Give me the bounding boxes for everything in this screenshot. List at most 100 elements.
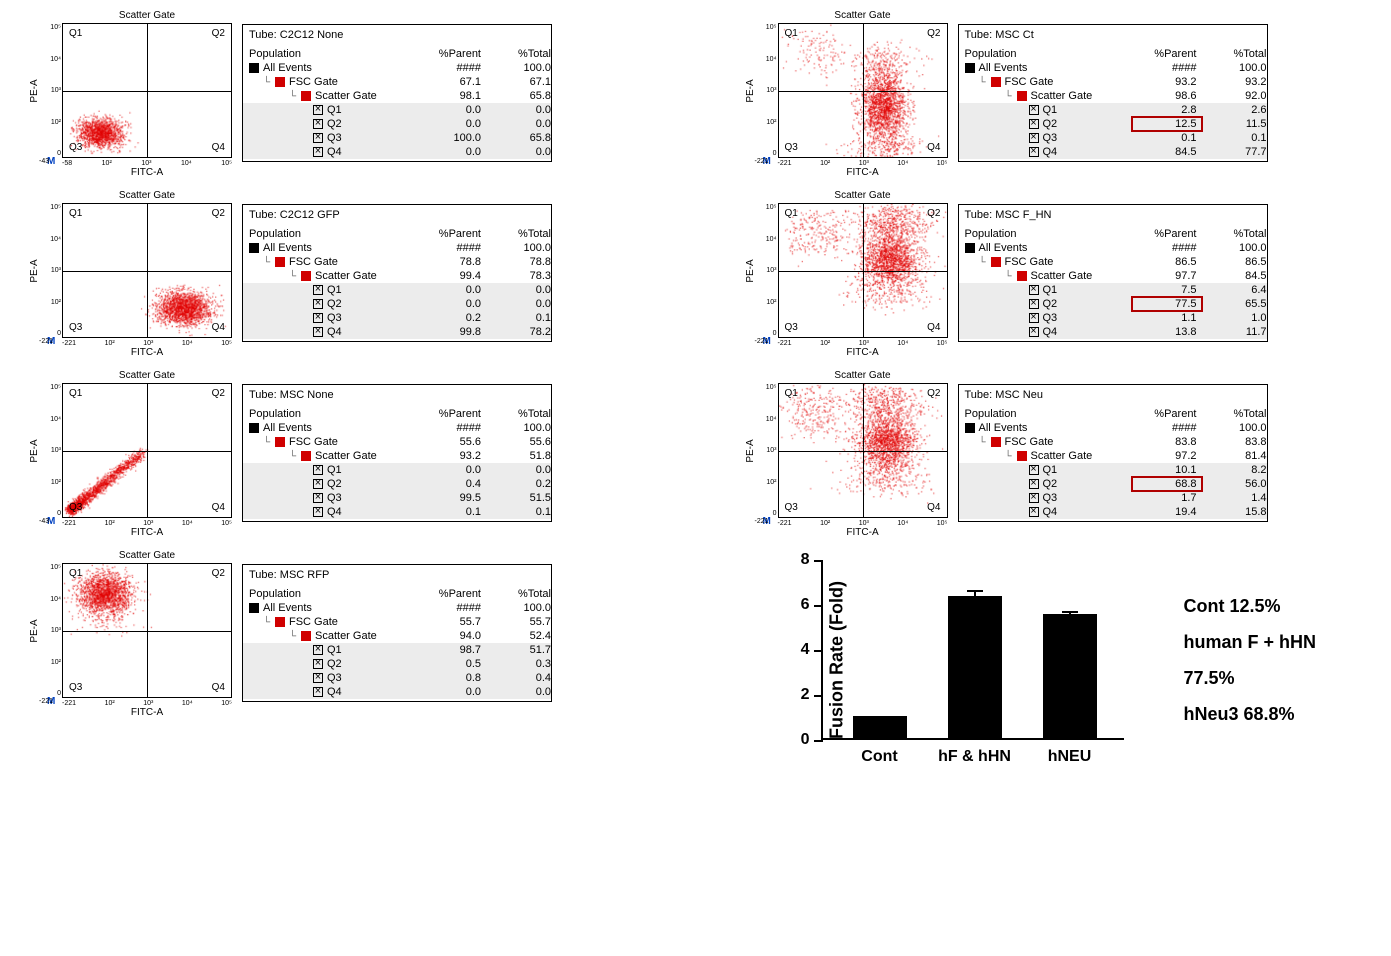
- pop-label: All Events: [263, 242, 312, 254]
- pop-label: Q3: [1043, 312, 1058, 324]
- pop-cell: └Scatter Gate: [965, 270, 1135, 282]
- panel-pair: Scatter GateQ1Q2Q3Q4PE-A10⁵10⁴10³10²0M-4…: [20, 10, 656, 178]
- marker-x-icon: [313, 105, 323, 115]
- total-value: 83.8: [1205, 436, 1275, 448]
- x-tick: 10⁵: [221, 340, 232, 347]
- pop-label: FSC Gate: [289, 436, 338, 448]
- y-tick: 10²: [51, 479, 61, 486]
- tree-glyph: └: [263, 437, 275, 448]
- marker-black-icon: [965, 243, 975, 253]
- x-axis-title: FITC-A: [846, 527, 878, 538]
- pop-cell: Q1: [249, 644, 419, 656]
- pop-label: All Events: [979, 242, 1028, 254]
- tree-glyph: └: [1005, 271, 1017, 282]
- pop-label: Scatter Gate: [315, 270, 377, 282]
- total-value: 65.5: [1205, 298, 1275, 310]
- x-tick: 10³: [859, 520, 869, 527]
- pop-cell: └Scatter Gate: [249, 450, 419, 462]
- pop-cell: └FSC Gate: [249, 76, 419, 88]
- bar-ytitle: Fusion Rate (Fold): [826, 581, 847, 739]
- tube-name: MSC None: [280, 389, 334, 401]
- total-value: 100.0: [1205, 422, 1275, 434]
- marker-red-icon: [275, 77, 285, 87]
- x-tick: -221: [62, 520, 76, 527]
- pop-cell: All Events: [249, 62, 419, 74]
- pop-header: Population: [249, 228, 419, 240]
- parent-value: 98.1: [419, 90, 489, 102]
- tree-glyph: └: [289, 631, 301, 642]
- pop-header: Population: [965, 408, 1135, 420]
- pop-cell: Q3: [249, 132, 419, 144]
- pop-cell: └Scatter Gate: [965, 450, 1135, 462]
- parent-value: ####: [1135, 422, 1205, 434]
- y-bottom-value: -43: [39, 158, 49, 165]
- stats-row: Q499.878.2: [243, 325, 551, 339]
- stats-row: └FSC Gate55.655.6: [243, 435, 551, 449]
- bar-ytick: [814, 560, 823, 562]
- pop-cell: Q4: [965, 326, 1135, 338]
- pop-cell: └FSC Gate: [249, 616, 419, 628]
- bar-chart: Fusion Rate (Fold)02468ConthF & hHNhNEU: [776, 550, 1134, 770]
- tube-name: MSC Ct: [995, 29, 1034, 41]
- total-value: 65.8: [489, 90, 559, 102]
- x-tick: 10⁴: [897, 520, 908, 527]
- stats-table: Tube: C2C12 NonePopulation%Parent%TotalA…: [242, 24, 552, 162]
- pop-cell: Q2: [965, 298, 1135, 310]
- parent-header: %Parent: [1135, 48, 1205, 60]
- parent-value: 0.1: [1135, 132, 1205, 144]
- parent-value: 98.6: [1135, 90, 1205, 102]
- x-axis-title: FITC-A: [846, 167, 878, 178]
- stats-row: Q10.00.0: [243, 463, 551, 477]
- scatter-box: Q1Q2Q3Q4PE-A10⁵10⁴10³10²0M-43: [62, 23, 232, 158]
- stats-table: Tube: MSC NonePopulation%Parent%TotalAll…: [242, 384, 552, 522]
- pop-label: FSC Gate: [289, 256, 338, 268]
- bar-ylabel: 8: [776, 551, 810, 569]
- tube-row: Tube: MSC Ct: [959, 27, 1267, 43]
- pop-cell: └FSC Gate: [965, 76, 1135, 88]
- total-value: 0.4: [489, 672, 559, 684]
- pop-label: Scatter Gate: [315, 630, 377, 642]
- q2-label: Q2: [209, 386, 228, 401]
- parent-header: %Parent: [419, 408, 489, 420]
- stats-row: └FSC Gate67.167.1: [243, 75, 551, 89]
- summary-line: human F + hHN 77.5%: [1184, 624, 1372, 696]
- stats-row: All Events####100.0: [959, 241, 1267, 255]
- marker-x-icon: [313, 465, 323, 475]
- tube-name: MSC RFP: [280, 569, 330, 581]
- x-tick: -221: [62, 340, 76, 347]
- parent-value: ####: [419, 242, 489, 254]
- scatter-box: Q1Q2Q3Q4PE-A10⁵10⁴10³10²0M-43: [62, 383, 232, 518]
- y-bottom-value: -221: [755, 338, 769, 345]
- marker-x-icon: [1029, 147, 1039, 157]
- total-value: 56.0: [1205, 478, 1275, 490]
- q4-label: Q4: [924, 500, 943, 515]
- pop-cell: Q2: [249, 118, 419, 130]
- parent-header: %Parent: [1135, 408, 1205, 420]
- marker-x-icon: [313, 299, 323, 309]
- y-axis-ticks: 10⁵10⁴10³10²0: [37, 564, 61, 697]
- scatter-plot: Scatter GateQ1Q2Q3Q4PE-A10⁵10⁴10³10²0M-2…: [778, 10, 948, 178]
- tree-glyph: └: [1005, 451, 1017, 462]
- x-axis-ticks: -22110²10³10⁴10⁵: [62, 700, 232, 707]
- pop-cell: Q1: [965, 104, 1135, 116]
- pop-label: Q4: [327, 326, 342, 338]
- parent-value: 0.5: [419, 658, 489, 670]
- total-value: 51.8: [489, 450, 559, 462]
- bar-errorcap: [1062, 611, 1078, 613]
- pop-cell: All Events: [965, 242, 1135, 254]
- y-tick: 10²: [766, 119, 776, 126]
- y-axis-ticks: 10⁵10⁴10³10²0: [37, 204, 61, 337]
- q3-label: Q3: [66, 320, 85, 335]
- parent-value: 0.0: [419, 146, 489, 158]
- y-tick: 10³: [51, 627, 61, 634]
- x-axis-title: FITC-A: [131, 707, 163, 718]
- stats-row: Q277.565.5: [959, 297, 1267, 311]
- marker-x-icon: [313, 327, 323, 337]
- bar-ylabel: 4: [776, 641, 810, 659]
- stats-table: Tube: MSC CtPopulation%Parent%TotalAll E…: [958, 24, 1268, 162]
- total-value: 51.7: [489, 644, 559, 656]
- stats-row: All Events####100.0: [243, 241, 551, 255]
- bar-errorcap: [967, 590, 983, 592]
- stats-row: Q110.18.2: [959, 463, 1267, 477]
- pop-cell: └Scatter Gate: [249, 270, 419, 282]
